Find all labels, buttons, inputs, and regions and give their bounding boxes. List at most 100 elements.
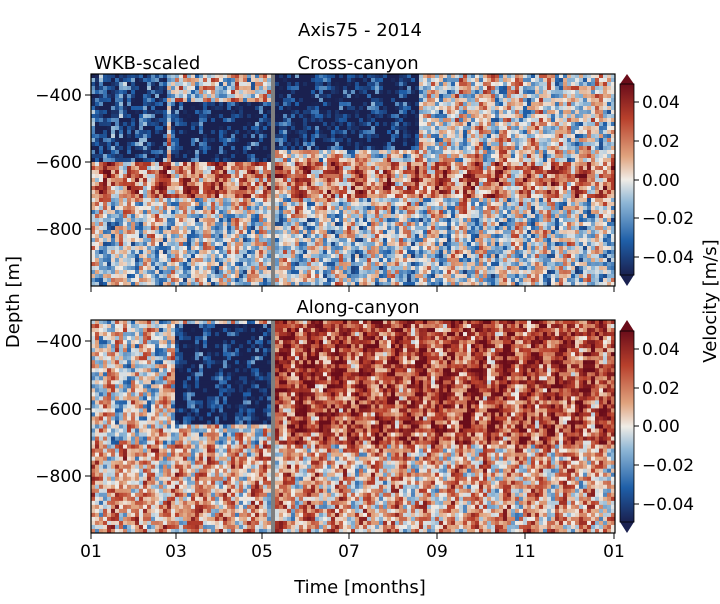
heatmap-cell [327,146,332,151]
heatmap-cell [135,190,140,195]
heatmap-cell [127,150,132,155]
heatmap-cell [375,254,380,259]
heatmap-cell [251,230,256,235]
heatmap-cell [391,182,396,187]
heatmap-cell [447,270,452,275]
heatmap-cell [267,174,272,179]
heatmap-cell [103,182,108,187]
heatmap-cell [147,78,152,83]
heatmap-cell [363,190,368,195]
heatmap-cell [223,198,228,203]
heatmap-cell [335,206,340,211]
heatmap-cell [195,154,200,159]
heatmap-cell [399,242,404,247]
heatmap-cell [383,170,388,175]
heatmap-cell [231,158,236,163]
heatmap-cell [347,158,352,163]
heatmap-cell [379,206,384,211]
heatmap-cell [439,230,444,235]
heatmap-cell [95,158,100,163]
heatmap-cell [163,170,168,175]
heatmap-cell [283,86,288,91]
heatmap-cell [227,242,232,247]
heatmap-cell [375,242,380,247]
heatmap-cell [399,190,404,195]
heatmap-cell [271,134,276,139]
heatmap-cell [267,178,272,183]
heatmap-cell [307,86,312,91]
heatmap-cell [115,166,120,171]
heatmap-cell [239,254,244,259]
heatmap-cell [295,178,300,183]
heatmap-cell [263,266,268,271]
heatmap-cell [335,274,340,279]
heatmap-cell [207,186,212,191]
heatmap-cell [463,130,468,135]
heatmap-cell [343,178,348,183]
heatmap-cell [267,206,272,211]
heatmap-cell [427,258,432,263]
heatmap-cell [351,74,356,79]
heatmap-cell [351,114,356,119]
heatmap-cell [295,170,300,175]
heatmap-cell [287,126,292,131]
heatmap-cell [307,230,312,235]
heatmap-cell [335,106,340,111]
heatmap-cell [335,170,340,175]
heatmap-cell [399,126,404,131]
heatmap-cell [303,230,308,235]
heatmap-cell [159,142,164,147]
heatmap-cell [263,154,268,159]
heatmap-cell [311,246,316,251]
heatmap-cell [147,170,152,175]
heatmap-cell [451,234,456,239]
heatmap-cell [299,238,304,243]
heatmap-cell [407,274,412,279]
heatmap-cell [183,110,188,115]
heatmap-cell [395,262,400,267]
heatmap-cell [391,214,396,219]
heatmap-cell [135,266,140,271]
heatmap-cell [151,78,156,83]
heatmap-cell [115,202,120,207]
heatmap-cell [311,270,316,275]
heatmap-cell [255,258,260,263]
heatmap-cell [243,282,248,287]
heatmap-cell [363,86,368,91]
heatmap-cell [343,158,348,163]
heatmap-cell [459,266,464,271]
heatmap-cell [407,158,412,163]
heatmap-cell [443,122,448,127]
heatmap-cell [463,86,468,91]
heatmap-cell [183,262,188,267]
heatmap-cell [159,186,164,191]
heatmap-cell [187,90,192,95]
heatmap-cell [323,118,328,123]
heatmap-cell [411,278,416,283]
heatmap-cell [131,94,136,99]
heatmap-cell [291,278,296,283]
heatmap-cell [195,190,200,195]
heatmap-cell [347,146,352,151]
heatmap-cell [451,174,456,179]
heatmap-cell [275,222,280,227]
heatmap-cell [411,126,416,131]
heatmap-cell [427,274,432,279]
heatmap-cell [335,190,340,195]
heatmap-cell [303,270,308,275]
heatmap-cell [239,110,244,115]
heatmap-cell [435,202,440,207]
heatmap-cell [375,126,380,131]
heatmap-cell [207,170,212,175]
heatmap-cell [327,174,332,179]
heatmap-cell [391,118,396,123]
heatmap-cell [115,206,120,211]
heatmap-cell [363,130,368,135]
heatmap-cell [419,170,424,175]
heatmap-cell [147,82,152,87]
heatmap-cell [407,266,412,271]
heatmap-cell [299,182,304,187]
heatmap-cell [339,130,344,135]
heatmap-cell [259,138,264,143]
heatmap-cell [195,258,200,263]
